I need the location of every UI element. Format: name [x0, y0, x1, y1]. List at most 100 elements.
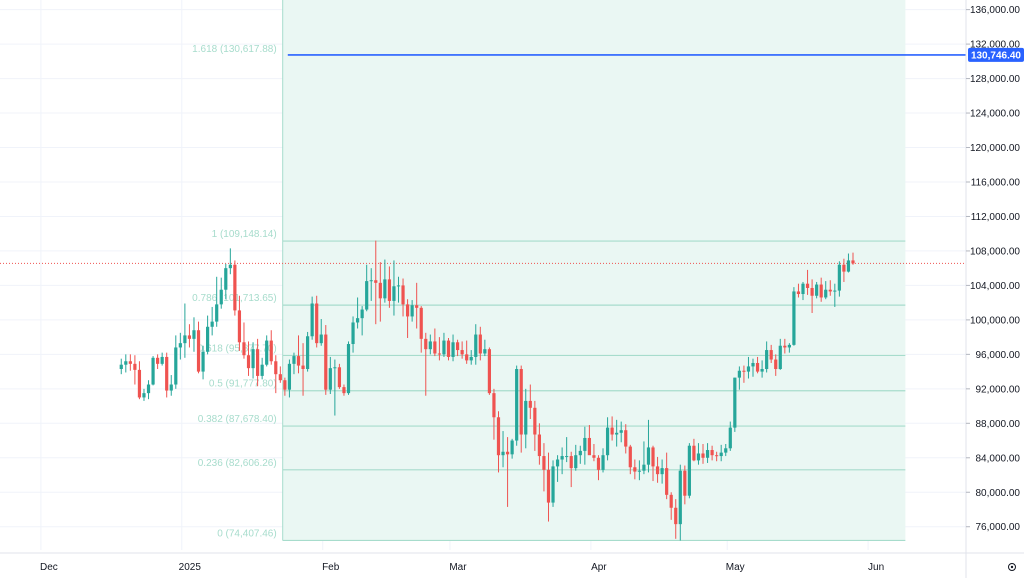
candle-body[interactable] [651, 447, 655, 467]
candle-body[interactable] [683, 470, 687, 496]
candle-body[interactable] [260, 364, 264, 376]
candle-body[interactable] [687, 445, 691, 496]
candle-body[interactable] [655, 466, 660, 475]
candle-body[interactable] [619, 430, 623, 433]
candle-body[interactable] [824, 289, 828, 298]
candle-body[interactable] [378, 282, 382, 299]
candle-body[interactable] [442, 340, 446, 355]
candle-body[interactable] [178, 343, 182, 348]
candle-body[interactable] [428, 341, 432, 350]
candle-body[interactable] [301, 365, 305, 370]
candle-body[interactable] [342, 387, 346, 394]
candle-body[interactable] [792, 291, 796, 345]
candle-body[interactable] [551, 466, 555, 503]
candle-body[interactable] [674, 507, 678, 525]
candle-body[interactable] [842, 264, 846, 272]
candle-body[interactable] [433, 341, 437, 354]
candle-body[interactable] [755, 362, 760, 372]
candle-body[interactable] [274, 361, 278, 375]
candle-body[interactable] [483, 349, 487, 354]
candle-body[interactable] [837, 264, 841, 291]
candle-body[interactable] [419, 307, 423, 339]
candle-body[interactable] [769, 350, 773, 360]
candle-body[interactable] [228, 264, 232, 269]
candle-body[interactable] [265, 340, 269, 365]
candle-body[interactable] [765, 350, 769, 370]
candle-body[interactable] [455, 342, 460, 351]
candle-body[interactable] [210, 321, 214, 327]
candle-body[interactable] [801, 283, 805, 295]
candle-body[interactable] [183, 335, 187, 344]
candle-body[interactable] [410, 305, 414, 317]
candle-body[interactable] [487, 349, 491, 394]
candle-body[interactable] [805, 283, 810, 288]
candle-body[interactable] [369, 280, 373, 282]
candle-body[interactable] [733, 377, 737, 428]
candle-body[interactable] [560, 456, 564, 460]
settings-icon[interactable] [1008, 563, 1016, 571]
candle-body[interactable] [592, 455, 596, 458]
candle-body[interactable] [174, 347, 178, 385]
candle-body[interactable] [387, 279, 392, 301]
candle-body[interactable] [515, 369, 519, 441]
candle-body[interactable] [787, 344, 791, 348]
candle-body[interactable] [705, 450, 710, 458]
candle-body[interactable] [746, 366, 751, 372]
candle-body[interactable] [269, 340, 273, 362]
candle-body[interactable] [546, 469, 551, 503]
candle-body[interactable] [646, 447, 651, 465]
candle-body[interactable] [633, 467, 637, 472]
candle-body[interactable] [306, 336, 310, 370]
candle-body[interactable] [569, 456, 573, 469]
candle-body[interactable] [774, 359, 778, 370]
candle-body[interactable] [283, 380, 287, 390]
candle-body[interactable] [124, 361, 128, 365]
candle-body[interactable] [360, 309, 364, 319]
candle-body[interactable] [237, 310, 242, 343]
candle-body[interactable] [137, 369, 142, 398]
candle-body[interactable] [783, 345, 787, 348]
candle-body[interactable] [596, 457, 601, 470]
candle-body[interactable] [328, 368, 332, 390]
candle-body[interactable] [206, 326, 210, 352]
candle-body[interactable] [510, 440, 514, 455]
candle-body[interactable] [715, 455, 719, 457]
candle-body[interactable] [246, 355, 251, 369]
candle-body[interactable] [537, 434, 541, 457]
candle-body[interactable] [496, 417, 501, 456]
candle-body[interactable] [710, 450, 714, 456]
candle-body[interactable] [528, 400, 532, 408]
candle-body[interactable] [583, 437, 587, 451]
candle-body[interactable] [142, 393, 146, 398]
candle-body[interactable] [833, 290, 837, 292]
candle-body[interactable] [415, 305, 419, 308]
candle-body[interactable] [333, 367, 337, 369]
candle-body[interactable] [724, 448, 728, 453]
candle-body[interactable] [424, 338, 428, 350]
candle-body[interactable] [337, 367, 342, 388]
candle-body[interactable] [355, 318, 360, 323]
candle-body[interactable] [665, 468, 669, 495]
candle-body[interactable] [310, 303, 314, 337]
candle-body[interactable] [233, 264, 237, 311]
candle-body[interactable] [678, 470, 682, 525]
candle-body[interactable] [501, 451, 505, 456]
candle-body[interactable] [469, 356, 473, 361]
candle-body[interactable] [660, 468, 664, 475]
candle-body[interactable] [696, 453, 701, 461]
candle-body[interactable] [187, 335, 192, 339]
candle-body[interactable] [615, 432, 619, 435]
candle-body[interactable] [692, 445, 696, 461]
candle-body[interactable] [669, 494, 673, 508]
candle-body[interactable] [478, 334, 482, 354]
price-axis[interactable]: 136,000.00 132,000.00 128,000.00 124,000.00… [965, 0, 1020, 578]
candle-body[interactable] [819, 284, 823, 298]
candle-body[interactable] [815, 284, 819, 296]
candle-body[interactable] [778, 345, 782, 370]
candle-body[interactable] [251, 349, 255, 369]
candle-body[interactable] [133, 363, 137, 370]
candlestick-series[interactable] [119, 240, 855, 541]
candle-body[interactable] [224, 268, 228, 290]
candle-body[interactable] [401, 285, 405, 305]
